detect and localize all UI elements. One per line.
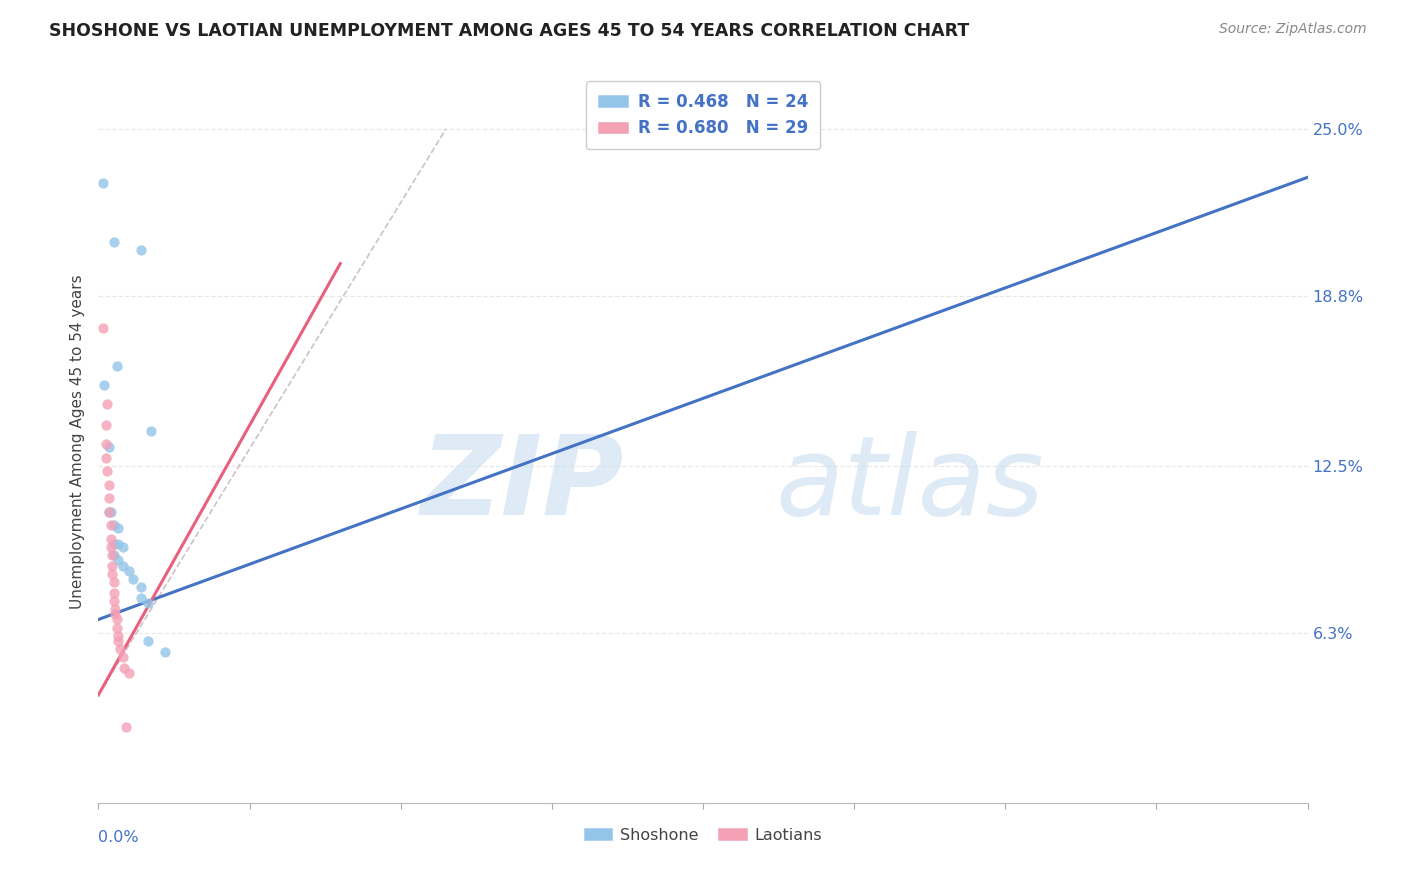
Point: [111, 650, 134, 665]
Point: [129, 243, 152, 257]
Point: [111, 558, 134, 573]
Point: [96, 397, 118, 411]
Point: [103, 548, 125, 562]
Point: [96, 464, 118, 478]
Text: atlas: atlas: [776, 432, 1045, 539]
Point: [114, 720, 136, 734]
Point: [100, 540, 122, 554]
Point: [98, 477, 121, 491]
Point: [107, 634, 129, 648]
Point: [103, 518, 125, 533]
Point: [103, 585, 125, 599]
Text: ZIP: ZIP: [420, 432, 624, 539]
Point: [107, 629, 129, 643]
Point: [101, 548, 124, 562]
Point: [105, 612, 128, 626]
Point: [108, 642, 131, 657]
Point: [101, 566, 124, 581]
Point: [107, 521, 129, 535]
Point: [103, 537, 125, 551]
Point: [141, 424, 163, 438]
Point: [93, 378, 115, 392]
Point: [112, 661, 135, 675]
Point: [91, 321, 114, 335]
Point: [111, 540, 134, 554]
Point: [101, 558, 124, 573]
Point: [94, 450, 117, 465]
Legend: Shoshone, Laotians: Shoshone, Laotians: [578, 822, 828, 849]
Point: [94, 418, 117, 433]
Point: [104, 601, 127, 615]
Point: [100, 518, 122, 533]
Point: [122, 572, 145, 586]
Point: [105, 359, 128, 373]
Point: [98, 440, 121, 454]
Point: [103, 593, 125, 607]
Point: [129, 580, 152, 594]
Point: [136, 634, 159, 648]
Point: [104, 607, 127, 621]
Point: [136, 596, 159, 610]
Point: [100, 505, 122, 519]
Text: SHOSHONE VS LAOTIAN UNEMPLOYMENT AMONG AGES 45 TO 54 YEARS CORRELATION CHART: SHOSHONE VS LAOTIAN UNEMPLOYMENT AMONG A…: [49, 22, 970, 40]
Point: [118, 666, 141, 681]
Point: [98, 505, 121, 519]
Point: [107, 537, 129, 551]
Point: [103, 235, 125, 249]
Y-axis label: Unemployment Among Ages 45 to 54 years: Unemployment Among Ages 45 to 54 years: [69, 274, 84, 609]
Point: [91, 176, 114, 190]
Point: [105, 621, 128, 635]
Point: [98, 491, 121, 505]
Point: [107, 553, 129, 567]
Point: [94, 437, 117, 451]
Text: Source: ZipAtlas.com: Source: ZipAtlas.com: [1219, 22, 1367, 37]
Text: 0.0%: 0.0%: [98, 830, 139, 846]
Point: [118, 564, 141, 578]
Point: [153, 645, 176, 659]
Point: [103, 574, 125, 589]
Point: [98, 505, 121, 519]
Point: [129, 591, 152, 605]
Point: [100, 532, 122, 546]
